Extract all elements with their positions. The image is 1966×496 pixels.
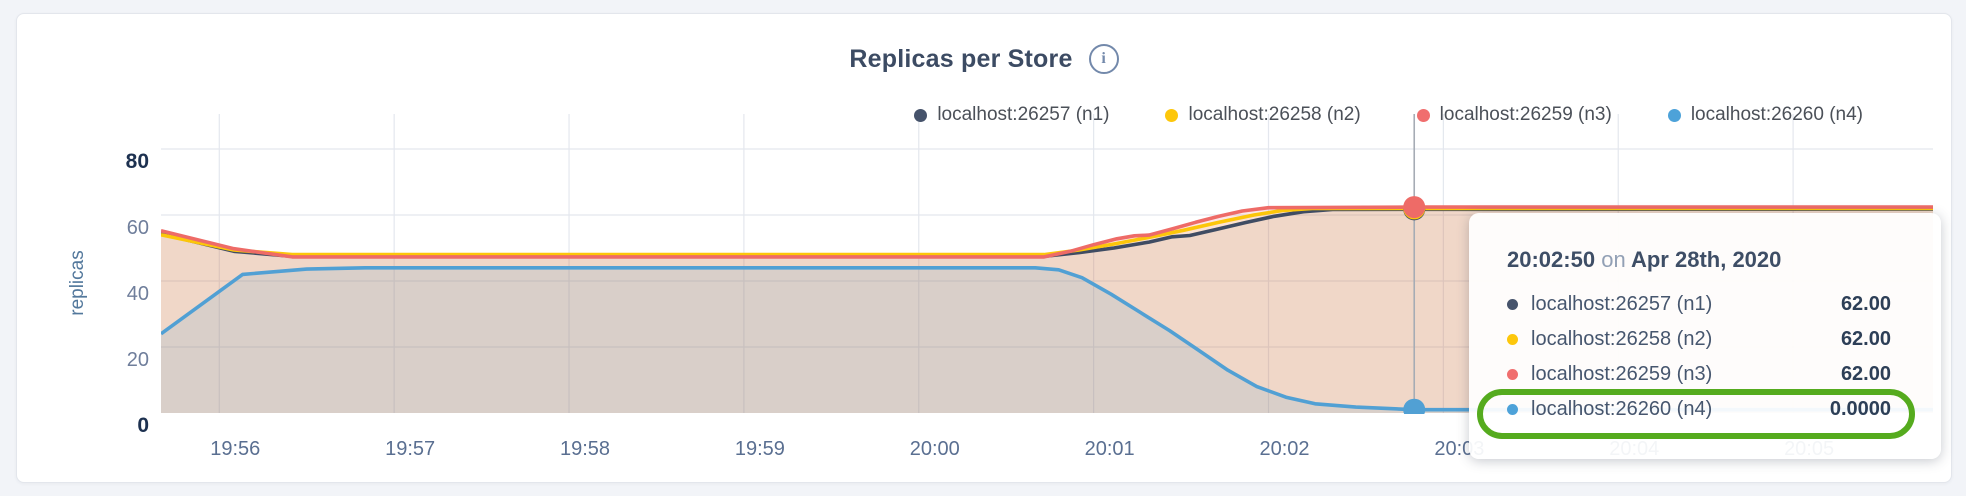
legend-dot-icon bbox=[1667, 108, 1681, 122]
legend-item-label: localhost:26257 (n1) bbox=[937, 104, 1110, 125]
chart-title: Replicas per Store bbox=[849, 44, 1073, 73]
x-axis-tick-label: 20:01 bbox=[1084, 438, 1135, 460]
tooltip-row-n3: localhost:26259 (n3) 62.00 bbox=[1507, 357, 1891, 392]
chart-title-row: Replicas per Store i bbox=[17, 44, 1951, 74]
replicas-per-store-chart-card: Replicas per Store i localhost:26257 (n1… bbox=[16, 13, 1952, 483]
x-axis-tick-label: 19:57 bbox=[385, 438, 436, 460]
tooltip-series-name: localhost:26258 (n2) bbox=[1531, 328, 1713, 350]
y-axis-tick-label: 80 bbox=[125, 150, 149, 173]
legend-item-n2[interactable]: localhost:26258 (n2) bbox=[1165, 104, 1361, 126]
legend-dot-icon bbox=[1416, 108, 1430, 122]
legend-dot-icon bbox=[914, 108, 928, 122]
tooltip-series-value: 0.0000 bbox=[1829, 398, 1891, 420]
legend-item-n3[interactable]: localhost:26259 (n3) bbox=[1416, 104, 1612, 126]
tooltip-date: Apr 28th, 2020 bbox=[1630, 247, 1782, 272]
series-line bbox=[161, 266, 1933, 412]
legend-item-label: localhost:26259 (n3) bbox=[1439, 104, 1612, 125]
tooltip-series-value: 62.00 bbox=[1840, 363, 1891, 385]
tooltip-series-value: 62.00 bbox=[1840, 293, 1891, 315]
tooltip-row-n4-highlighted: localhost:26260 (n4) 0.0000 bbox=[1507, 392, 1891, 427]
chart-legend: localhost:26257 (n1) localhost:26258 (n2)… bbox=[914, 104, 1863, 126]
legend-item-n4[interactable]: localhost:26260 (n4) bbox=[1667, 104, 1863, 126]
legend-item-n1[interactable]: localhost:26257 (n1) bbox=[914, 104, 1109, 126]
hover-point-dot bbox=[1403, 398, 1426, 414]
tooltip-series-value: 62.00 bbox=[1840, 328, 1891, 350]
tooltip-series-dot-icon bbox=[1507, 369, 1518, 380]
tooltip-time: 20:02:50 bbox=[1507, 247, 1596, 272]
x-axis-tick-label: 19:59 bbox=[734, 438, 785, 460]
tooltip-series-name: localhost:26257 (n1) bbox=[1531, 293, 1713, 315]
info-icon[interactable]: i bbox=[1088, 44, 1119, 74]
y-axis-tick-label: 60 bbox=[126, 217, 149, 239]
tooltip-row-n2: localhost:26258 (n2) 62.00 bbox=[1507, 322, 1891, 357]
legend-item-label: localhost:26258 (n2) bbox=[1188, 104, 1361, 125]
tooltip-row-n1: localhost:26257 (n1) 62.00 bbox=[1507, 287, 1891, 322]
tooltip-rows: localhost:26257 (n1) 62.00 localhost:26258… bbox=[1507, 287, 1891, 427]
tooltip-on-word: on bbox=[1601, 247, 1626, 272]
y-axis-tick-label: 40 bbox=[126, 283, 149, 305]
y-axis-title: replicas bbox=[67, 250, 88, 316]
tooltip-series-name: localhost:26259 (n3) bbox=[1531, 363, 1713, 385]
hover-tooltip: 20:02:50 on Apr 28th, 2020 localhost:262… bbox=[1469, 213, 1941, 459]
x-axis-tick-label: 19:58 bbox=[559, 438, 611, 460]
tooltip-series-dot-icon bbox=[1507, 334, 1518, 345]
hover-point-dot bbox=[1403, 196, 1426, 219]
x-axis-tick-label: 20:00 bbox=[909, 438, 960, 460]
x-axis-tick-label: 20:02 bbox=[1259, 438, 1310, 460]
series-line bbox=[161, 205, 1933, 259]
series-area-fill bbox=[161, 267, 1933, 413]
tooltip-series-dot-icon bbox=[1507, 404, 1518, 415]
legend-dot-icon bbox=[1165, 108, 1179, 122]
series-line bbox=[161, 206, 1933, 257]
tooltip-series-dot-icon bbox=[1507, 299, 1518, 310]
y-axis-tick-label: 0 bbox=[137, 414, 149, 437]
tooltip-series-name: localhost:26260 (n4) bbox=[1531, 398, 1713, 420]
y-axis-tick-label: 20 bbox=[126, 349, 149, 371]
x-axis-tick-label: 19:56 bbox=[210, 438, 261, 460]
legend-item-label: localhost:26260 (n4) bbox=[1690, 104, 1863, 125]
tooltip-timestamp: 20:02:50 on Apr 28th, 2020 bbox=[1507, 247, 1891, 273]
